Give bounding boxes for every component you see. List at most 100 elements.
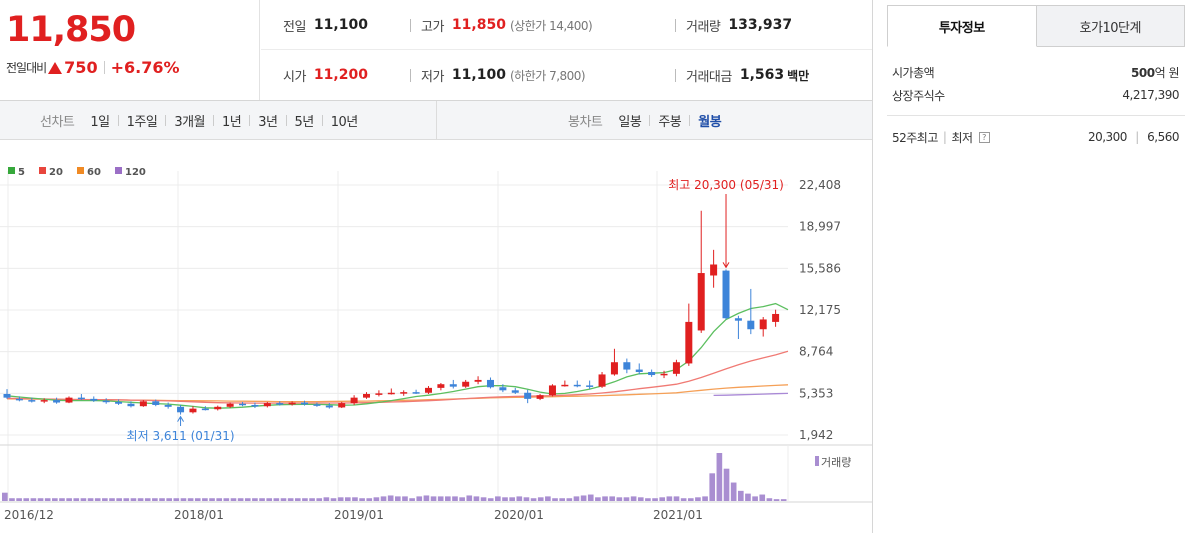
chart-period-toolbar: 선차트 1일 1주일 3개월 1년 3년 5년 10년 봉차트 일봉 주봉 월봉	[0, 101, 872, 140]
volume-bar	[237, 498, 244, 501]
quote-grid: 전일 11,100 고가 11,850 (상한가 14,400) 거래량 133…	[261, 0, 872, 100]
candle-body	[251, 404, 259, 407]
volume-bar	[359, 498, 365, 501]
x-tick-label: 2021/01	[653, 508, 703, 522]
change-amount: 750	[64, 58, 98, 77]
candle-body	[598, 374, 606, 387]
volume-bar	[52, 498, 58, 501]
line-period-3[interactable]: 1년	[222, 115, 242, 130]
line-period-5[interactable]: 5년	[294, 115, 315, 130]
volume-bar	[159, 498, 165, 501]
volume-bar	[766, 498, 773, 501]
side-tabs: 투자정보 호가10단계	[887, 5, 1185, 47]
volume-bar	[637, 497, 644, 501]
volume-bar	[587, 494, 594, 501]
volume-bar	[387, 495, 394, 501]
min-arrow-head	[177, 415, 184, 422]
candle-body	[201, 408, 209, 411]
candle-body	[226, 403, 234, 407]
line-period-0[interactable]: 1일	[90, 115, 110, 130]
volume-bar	[373, 497, 380, 501]
candle-body	[474, 379, 482, 382]
legend-swatch	[115, 167, 122, 174]
market-cap-unit: 억 원	[1154, 65, 1180, 80]
quote-row-1: 전일 11,100 고가 11,850 (상한가 14,400) 거래량 133…	[261, 0, 872, 50]
line-period-2[interactable]: 3개월	[174, 115, 206, 130]
week52-high-value: 20,300	[1087, 130, 1128, 144]
line-period-6[interactable]: 10년	[330, 115, 359, 130]
ma20-line	[6, 350, 789, 404]
x-tick-label: 2020/01	[494, 508, 544, 522]
market-cap-value-group: 500억 원	[1131, 64, 1179, 81]
candle-body	[53, 400, 61, 403]
volume-bar	[180, 498, 187, 501]
upper-limit-text: (상한가 14,400)	[509, 18, 593, 33]
volume-bar	[102, 498, 108, 501]
line-chart-periods: 선차트 1일 1주일 3개월 1년 3년 5년 10년	[0, 101, 437, 140]
volume-bar	[252, 498, 258, 501]
volume-bar	[30, 498, 37, 501]
volume-bar	[137, 498, 144, 501]
volume-bar	[502, 497, 508, 501]
volume-bar	[566, 498, 573, 501]
volume-bar	[580, 495, 587, 501]
candle-body	[115, 401, 123, 404]
candle-period-2[interactable]: 월봉	[698, 115, 722, 130]
volume-bar	[752, 496, 758, 501]
volume-bar	[623, 497, 630, 501]
lower-limit-text: (하한가 7,800)	[509, 68, 586, 83]
volume-bar	[402, 496, 408, 501]
candle-body	[449, 384, 457, 387]
volume-label: 거래량	[686, 19, 721, 35]
volume-bar	[266, 498, 273, 501]
volume-bar	[652, 498, 658, 501]
volume-bar	[294, 498, 301, 501]
turnover-unit: 백만	[787, 68, 810, 83]
volume-bar	[344, 497, 351, 501]
candle-body	[734, 318, 742, 321]
open-cell: 시가 11,200	[283, 50, 368, 100]
change-row: 전일대비 750 +6.76%	[6, 58, 180, 77]
candle-body	[486, 379, 494, 388]
volume-bar	[516, 496, 523, 501]
volume-bar	[302, 498, 308, 501]
market-cap-label: 시가총액	[892, 65, 935, 80]
volume-bar	[552, 498, 558, 501]
week52-row: 52주최고 | 최저 ? 20,300 | 6,560	[892, 127, 1179, 147]
volume-bar	[773, 499, 780, 501]
candle-body	[77, 397, 85, 400]
prev-close-label: 전일	[283, 19, 306, 35]
candle-body	[375, 393, 383, 395]
volume-legend-label: 거래량	[821, 456, 851, 469]
candle-body	[722, 270, 730, 319]
volume-bar	[780, 499, 787, 501]
y-tick-label: 22,408	[799, 178, 841, 192]
period-divider	[249, 115, 251, 126]
candle-body	[424, 387, 432, 393]
tab-order-book[interactable]: 호가10단계	[1036, 5, 1185, 47]
candle-body	[301, 402, 309, 405]
volume-bar	[2, 492, 8, 501]
y-tick-label: 15,586	[799, 261, 841, 275]
candle-period-0[interactable]: 일봉	[618, 115, 642, 130]
line-period-4[interactable]: 3년	[258, 115, 278, 130]
help-icon[interactable]: ?	[978, 131, 990, 143]
x-tick-label: 2018/01	[174, 508, 224, 522]
period-divider	[213, 115, 215, 126]
volume-bar	[445, 496, 451, 501]
tab-investment-info[interactable]: 투자정보	[887, 5, 1037, 47]
legend-swatch	[39, 167, 46, 174]
week52-high-label: 52주최고	[892, 130, 938, 145]
volume-bar	[273, 498, 280, 501]
volume-bar	[16, 498, 22, 501]
change-divider	[103, 61, 105, 74]
volume-bar	[573, 496, 580, 501]
line-period-1[interactable]: 1주일	[126, 115, 158, 130]
volume-bar	[280, 498, 287, 501]
listed-shares-row: 상장주식수 4,217,390	[892, 85, 1179, 105]
candle-period-1[interactable]: 주봉	[658, 115, 682, 130]
legend-swatch	[8, 167, 15, 174]
volume-bar	[523, 497, 530, 501]
volume-bar	[430, 496, 437, 501]
legend-label: 120	[125, 167, 146, 178]
